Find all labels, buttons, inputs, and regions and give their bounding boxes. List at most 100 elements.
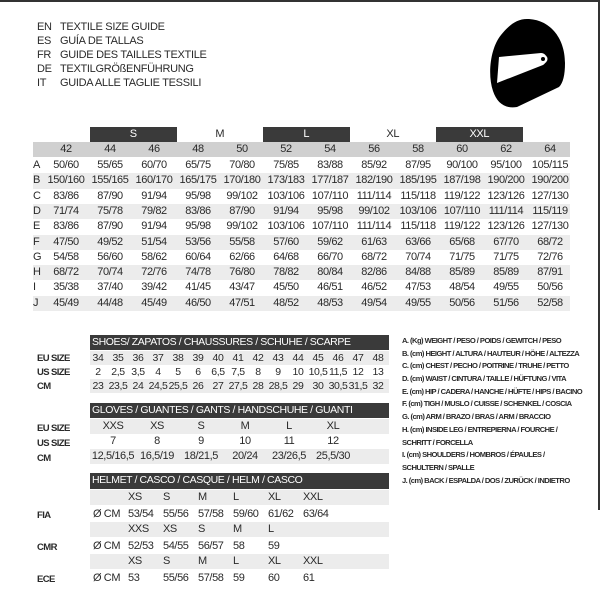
table-row	[33, 203, 570, 220]
table-cell: 63/66	[405, 235, 431, 248]
table-cell: 91/94	[273, 204, 299, 217]
size-header-cell: 54	[324, 143, 336, 155]
table-cell: 185/195	[399, 174, 437, 187]
table-cell: 12,5/16,5	[91, 450, 135, 462]
table-cell: 99/102	[226, 189, 258, 202]
table-cell: L	[286, 420, 292, 432]
table-cell: 2	[95, 366, 101, 378]
table-cell: 87/90	[229, 204, 255, 217]
table-cell: 190/200	[487, 174, 525, 187]
table-cell: 115/118	[400, 189, 436, 202]
table-cell: 127/130	[531, 220, 569, 233]
row-label: EU SIZE	[37, 353, 70, 364]
table-cell: 54/58	[53, 250, 79, 263]
title-text: TEXTILE SIZE GUIDE	[60, 21, 165, 33]
size-header-cell: 56	[368, 143, 380, 155]
table-cell: 12	[327, 435, 339, 447]
table-cell: 182/190	[355, 174, 393, 187]
table-cell: 48	[372, 352, 384, 364]
table-cell: 95/98	[185, 220, 211, 233]
table-cell: 58/62	[141, 250, 167, 263]
table-cell: 20/24	[232, 450, 258, 462]
size-row	[90, 522, 389, 537]
table-cell: 75/85	[273, 159, 299, 171]
table-cell: 45	[312, 352, 324, 364]
table-cell: 74/78	[185, 266, 211, 279]
table-cell: 107/110	[311, 189, 349, 202]
size-cell: M	[233, 523, 242, 535]
table-cell: 59/62	[317, 235, 343, 248]
table-cell: 23,5	[108, 380, 128, 392]
table-cell: 68/72	[537, 235, 563, 248]
table-cell: 177/187	[311, 174, 349, 187]
size-header-cell: 64	[544, 143, 556, 155]
table-cell: 30,5	[328, 380, 348, 392]
table-cell: 37/40	[97, 281, 123, 294]
table-cell: 99/102	[226, 220, 258, 233]
table-cell: 28	[252, 380, 264, 392]
table-row	[33, 265, 570, 281]
size-cell: M	[198, 555, 207, 567]
lang-code: FR	[37, 49, 52, 61]
size-cell: XS	[128, 555, 142, 567]
table-cell: 46/50	[185, 296, 211, 309]
size-cell: L	[233, 555, 239, 567]
table-cell: 115/119	[532, 204, 568, 217]
title-text: TEXTILGRÖßENFÜHRUNG	[60, 63, 194, 75]
table-cell: 56/60	[97, 250, 123, 263]
table-cell: 48/53	[317, 296, 343, 309]
table-cell: 9	[275, 366, 281, 378]
table-cell: 6,5	[211, 366, 225, 378]
lang-code: ES	[37, 35, 52, 47]
legend-item: E. (cm) HIP / CADERA / HANCHE / HÜFTE / …	[402, 386, 583, 396]
table-cell: 65/75	[185, 159, 211, 171]
table-cell: 50/56	[449, 296, 475, 309]
table-cell: 79/82	[141, 204, 167, 217]
row-label: H	[33, 266, 41, 279]
table-cell: 95/98	[317, 204, 343, 217]
table-cell: 12	[352, 366, 364, 378]
row-label: C	[33, 189, 41, 202]
table-cell: 187/198	[443, 174, 481, 187]
title-text: GUIDE DES TAILLES TEXTILE	[60, 49, 207, 61]
table-cell: 165/175	[179, 174, 217, 187]
value-cell: 55/56	[163, 572, 189, 584]
row-label: A	[33, 159, 40, 171]
size-group-m: M	[215, 128, 225, 140]
table-cell: 67/70	[493, 235, 519, 248]
size-cell: M	[198, 491, 207, 503]
value-cell: 60	[268, 572, 280, 584]
table-cell: 34	[92, 352, 104, 364]
table-cell: 45/50	[273, 281, 299, 294]
table-cell: 42	[252, 352, 264, 364]
table-cell: 160/170	[135, 174, 173, 187]
table-cell: 103/106	[399, 204, 437, 217]
table-cell: 8	[255, 366, 261, 378]
table-cell: 46/52	[361, 281, 387, 294]
table-cell: 24	[132, 380, 144, 392]
table-cell: 7,5	[231, 366, 245, 378]
legend-item: F. (cm) TIGH / MUSLO / CUISSE / SCHENKEL…	[402, 399, 572, 409]
table-cell: 119/122	[443, 189, 481, 202]
size-header-cell: 58	[412, 143, 424, 155]
row-label: CM	[37, 381, 51, 392]
table-cell: 47/51	[229, 296, 255, 309]
size-cell: XL	[268, 491, 281, 503]
table-cell: 91/94	[141, 220, 167, 233]
table-cell: 27	[212, 380, 224, 392]
table-cell: 45/49	[141, 296, 167, 309]
table-cell: 39	[192, 352, 204, 364]
size-cell: XS	[163, 523, 177, 535]
size-group-xl: XL	[386, 128, 400, 140]
table-cell: 4	[155, 366, 161, 378]
table-cell: 71/74	[53, 204, 79, 217]
table-cell: 51/54	[141, 235, 167, 248]
table-cell: 3,5	[131, 366, 145, 378]
table-cell: XS	[150, 420, 164, 432]
title-fr: FR GUIDE DES TAILLES TEXTILE	[37, 48, 207, 62]
table-cell: 53/56	[185, 235, 211, 248]
table-cell: 72/76	[141, 266, 167, 279]
table-cell: 47/50	[53, 235, 79, 248]
shoes-title-bar: SHOES/ ZAPATOS / CHAUSSURES / SCHUHE / S…	[90, 335, 389, 350]
size-header-cell: 52	[280, 143, 292, 155]
